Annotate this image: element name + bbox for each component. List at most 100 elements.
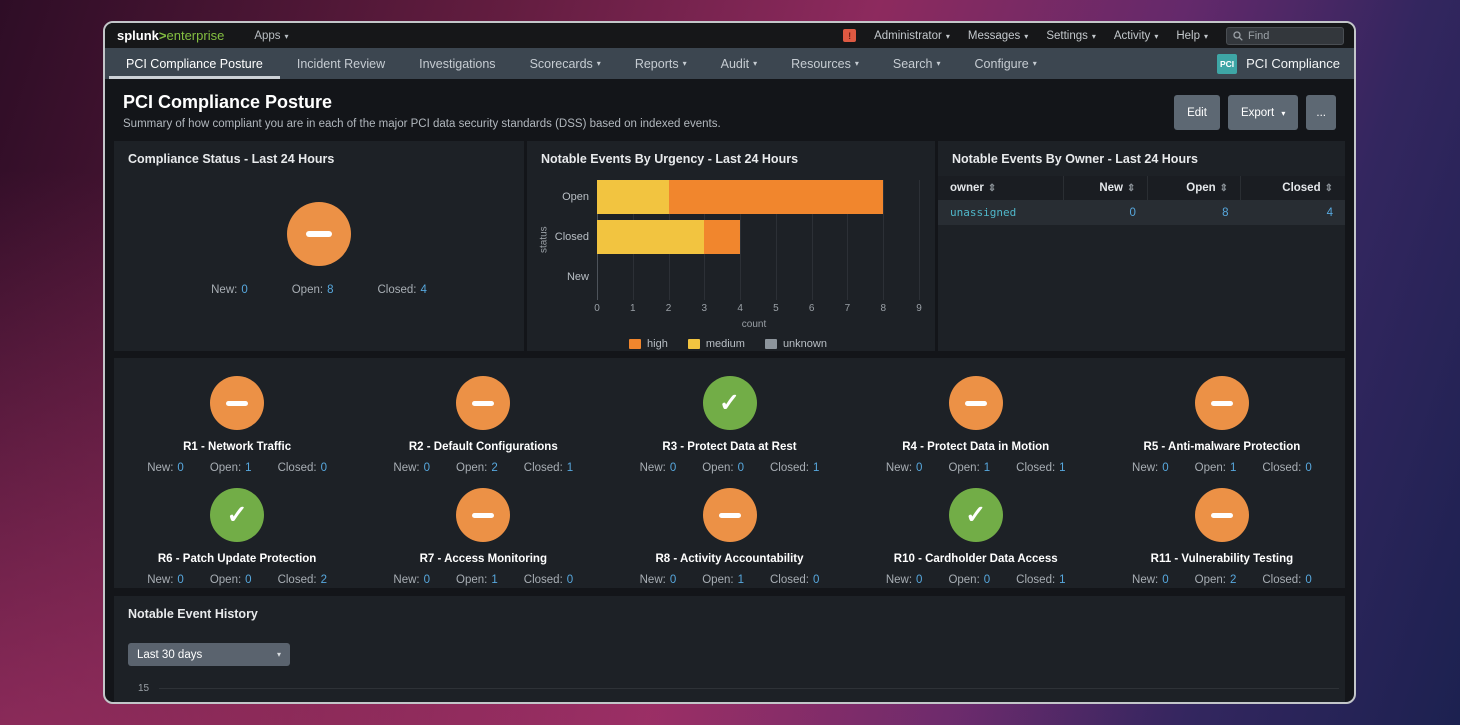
edit-button[interactable]: Edit (1174, 95, 1220, 130)
stat-value[interactable]: 0 (566, 574, 574, 586)
column-owner[interactable]: owner ⇕ (938, 176, 1064, 200)
panel-owner-table: Notable Events By Owner - Last 24 Hours … (938, 141, 1345, 351)
stat-label: Closed: (1262, 462, 1302, 474)
stat-value[interactable]: 0 (812, 574, 820, 586)
notification-badge[interactable]: ! (843, 29, 857, 42)
stat-value[interactable]: 0 (177, 574, 184, 586)
req-card-r5[interactable]: ✓ R5 - Anti-malware Protection New:0 Ope… (1099, 376, 1345, 474)
tab-resources[interactable]: Resources ▾ (774, 48, 876, 79)
tab-audit[interactable]: Audit ▾ (704, 48, 775, 79)
req-card-r11[interactable]: ✓ R11 - Vulnerability Testing New:0 Open… (1099, 488, 1345, 586)
tab-incident-review[interactable]: Incident Review (280, 48, 402, 79)
owner-link[interactable]: unassigned (950, 206, 1017, 219)
new-cell[interactable]: 0 (1063, 200, 1148, 225)
stat-value[interactable]: 0 (983, 574, 991, 586)
stat-label: New: (147, 574, 174, 586)
tab-scorecards[interactable]: Scorecards ▾ (513, 48, 618, 79)
stat-value[interactable]: 0 (241, 284, 248, 296)
column-closed[interactable]: Closed ⇕ (1240, 176, 1345, 200)
closed-cell[interactable]: 4 (1240, 200, 1345, 225)
find-search-input[interactable]: Find (1226, 26, 1344, 45)
stat-value[interactable]: 1 (737, 574, 744, 586)
column-open[interactable]: Open ⇕ (1147, 176, 1241, 200)
stat-value[interactable]: 0 (245, 574, 252, 586)
bar-segment-medium[interactable] (597, 220, 705, 254)
stat-value[interactable]: 1 (566, 462, 574, 474)
stat-value[interactable]: 0 (320, 462, 327, 474)
x-axis-spacer (537, 303, 597, 316)
req-card-r7[interactable]: ✓ R7 - Access Monitoring New:0 Open:1 Cl… (360, 488, 606, 586)
stat-value[interactable]: 1 (491, 574, 498, 586)
stat-value[interactable]: 0 (177, 462, 184, 474)
apps-menu[interactable]: Apps ▾ (254, 30, 288, 42)
tab-investigations[interactable]: Investigations (402, 48, 512, 79)
tab-pci-compliance-posture[interactable]: PCI Compliance Posture (109, 48, 280, 79)
stat-value[interactable]: 1 (1059, 574, 1066, 586)
stat-value[interactable]: 0 (916, 574, 923, 586)
urgency-rows (597, 180, 919, 294)
stat-value[interactable]: 0 (1305, 462, 1312, 474)
stat-value[interactable]: 2 (1229, 574, 1237, 586)
stat-label: Open: (948, 574, 980, 586)
stat-label: Open: (209, 574, 242, 586)
splunk-logo[interactable]: splunk > enterprise (117, 28, 224, 43)
splunk-window: splunk > enterprise Apps ▾ ! Administrator ▾… (103, 21, 1356, 704)
stat-value[interactable]: 1 (812, 462, 820, 474)
stat-open: Open: 1 (456, 574, 498, 586)
tab-label: Audit (720, 56, 750, 71)
req-stats: New: 0 Open: 1 Closed: 0 (393, 574, 573, 586)
tab-search[interactable]: Search ▾ (876, 48, 958, 79)
stat-value[interactable]: 0 (1305, 574, 1312, 586)
req-card-r4[interactable]: ✓ R4 - Protect Data in Motion New:0 Open… (853, 376, 1099, 474)
urgency-categories: Open Closed New (551, 180, 597, 300)
req-card-r10[interactable]: ✓ R10 - Cardholder Data Access New: 0 Ope… (853, 488, 1099, 586)
export-button[interactable]: Export ▾ (1227, 95, 1299, 130)
legend-item-unknown[interactable]: unknown (764, 338, 827, 350)
menu-activity[interactable]: Activity ▾ (1114, 30, 1158, 42)
stat-value[interactable]: 2 (320, 574, 327, 586)
stat-value[interactable]: 0 (669, 462, 677, 474)
stat-value[interactable]: 0 (1162, 574, 1169, 586)
tab-reports[interactable]: Reports ▾ (618, 48, 704, 79)
menu-help[interactable]: Help ▾ (1176, 30, 1208, 42)
check-icon: ✓ (226, 500, 248, 529)
gridline (883, 180, 885, 300)
tab-configure[interactable]: Configure ▾ (958, 48, 1054, 79)
chevron-down-icon: ▾ (1203, 31, 1208, 41)
legend-item-medium[interactable]: medium (687, 338, 745, 350)
req-stats: New: 0 Open: 1 Closed: 0 (640, 574, 820, 586)
x-tick-label: 4 (737, 303, 743, 314)
stat-value[interactable]: 1 (983, 462, 991, 474)
req-name: R4 - Protect Data in Motion (902, 441, 1050, 453)
bar-segment-high[interactable] (704, 220, 741, 254)
stat-value[interactable]: 0 (423, 574, 431, 586)
req-card-r1[interactable]: ✓ R1 - Network Traffic New:0 Open:1 Clos… (114, 376, 360, 474)
stat-value[interactable]: 2 (491, 462, 498, 474)
menu-administrator[interactable]: Administrator ▾ (874, 30, 950, 42)
stat-value[interactable]: 1 (1059, 462, 1066, 474)
menu-messages[interactable]: Messages ▾ (968, 30, 1028, 42)
more-button[interactable]: ... (1306, 95, 1336, 130)
column-new[interactable]: New ⇕ (1062, 176, 1148, 200)
stat-value[interactable]: 0 (1162, 462, 1169, 474)
stat-value[interactable]: 4 (420, 284, 427, 296)
stat-value[interactable]: 0 (669, 574, 677, 586)
panel-requirements: ✓ R1 - Network Traffic New:0 Open:1 Clos… (114, 358, 1345, 588)
bar-segment-medium[interactable] (597, 180, 669, 214)
legend-item-high[interactable]: high (629, 338, 668, 350)
stat-value[interactable]: 1 (1229, 462, 1237, 474)
menu-settings[interactable]: Settings ▾ (1046, 30, 1096, 42)
req-card-r8[interactable]: ✓ R8 - Activity Accountability New:0 Ope… (606, 488, 852, 586)
stat-value[interactable]: 0 (423, 462, 431, 474)
stat-new: New: 0 (886, 574, 923, 586)
req-card-r3[interactable]: ✓ R3 - Protect Data at Rest New: 0 Open: 0… (606, 376, 852, 474)
req-card-r6[interactable]: ✓ R6 - Patch Update Protection New: 0 Ope… (114, 488, 360, 586)
stat-value[interactable]: 1 (245, 462, 252, 474)
stat-value[interactable]: 8 (327, 284, 334, 296)
open-cell[interactable]: 8 (1147, 200, 1241, 225)
stat-value[interactable]: 0 (737, 462, 744, 474)
time-range-select[interactable]: Last 30 days ▾ (128, 643, 290, 666)
bar-segment-high[interactable] (668, 180, 884, 214)
stat-value[interactable]: 0 (916, 462, 923, 474)
req-card-r2[interactable]: ✓ R2 - Default Configurations New:0 Open… (360, 376, 606, 474)
